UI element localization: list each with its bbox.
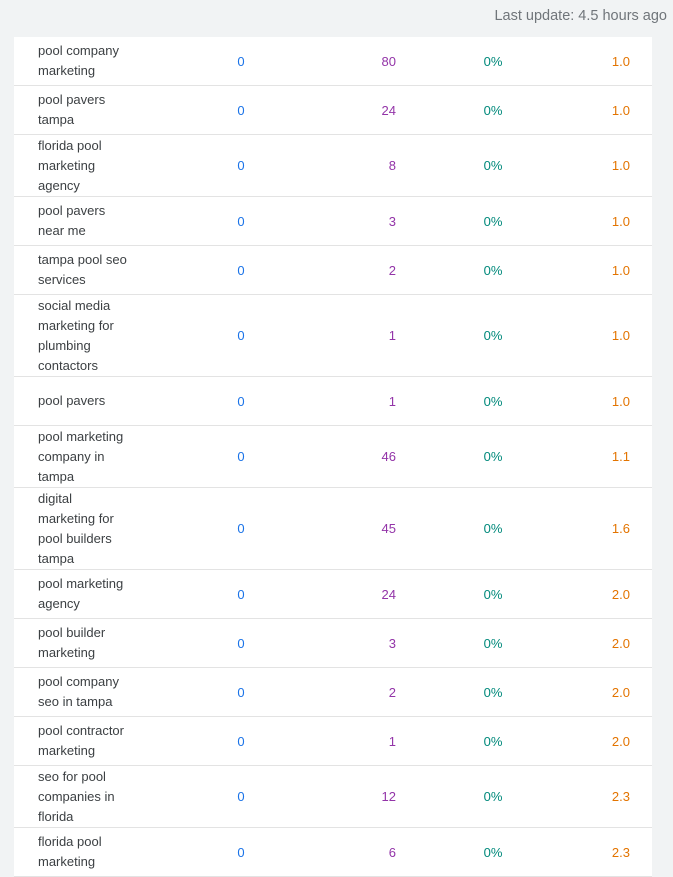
ctr: 0% xyxy=(483,844,503,860)
table-row[interactable]: florida pool marketing 0 6 0% 2.3 xyxy=(14,828,652,877)
clicks: 0 xyxy=(237,844,245,860)
impressions: 2 xyxy=(388,684,396,700)
clicks: 0 xyxy=(237,684,245,700)
table-row[interactable]: digital marketing for pool builders tamp… xyxy=(14,488,652,570)
impressions: 1 xyxy=(388,328,396,343)
keyword: pool company marketing xyxy=(38,43,119,78)
table-row[interactable]: pool pavers near me 0 3 0% 1.0 xyxy=(14,197,652,246)
position: 1.0 xyxy=(611,262,630,278)
ctr: 0% xyxy=(483,393,503,409)
ctr: 0% xyxy=(483,449,503,464)
table-row[interactable]: pool company seo in tampa 0 2 0% 2.0 xyxy=(14,668,652,717)
impressions: 6 xyxy=(388,844,396,860)
clicks: 0 xyxy=(237,262,245,278)
ctr: 0% xyxy=(483,53,503,69)
clicks: 0 xyxy=(237,449,245,464)
ctr: 0% xyxy=(483,733,503,749)
impressions: 80 xyxy=(381,53,396,69)
clicks: 0 xyxy=(237,393,245,409)
ctr: 0% xyxy=(483,635,503,651)
clicks: 0 xyxy=(237,328,245,343)
impressions: 45 xyxy=(381,521,396,536)
position: 1.0 xyxy=(611,102,630,118)
clicks: 0 xyxy=(237,213,245,229)
header: Last update: 4.5 hours ago xyxy=(0,0,673,37)
clicks: 0 xyxy=(237,789,245,804)
keyword: tampa pool seo services xyxy=(38,252,127,287)
position: 1.6 xyxy=(611,521,630,536)
keyword: florida pool marketing xyxy=(38,834,102,869)
impressions: 1 xyxy=(388,733,396,749)
position: 2.0 xyxy=(611,733,630,749)
table-row[interactable]: pool marketing agency 0 24 0% 2.0 xyxy=(14,570,652,619)
impressions: 2 xyxy=(388,262,396,278)
keyword: pool company seo in tampa xyxy=(38,674,119,709)
keyword: digital marketing for pool builders tamp… xyxy=(38,490,114,566)
table-row[interactable]: pool pavers 0 1 0% 1.0 xyxy=(14,377,652,426)
keyword: seo for pool companies in florida xyxy=(38,768,115,824)
keyword: pool marketing company in tampa xyxy=(38,428,124,484)
ctr: 0% xyxy=(483,586,503,602)
clicks: 0 xyxy=(237,158,245,173)
keyword: florida pool marketing agency xyxy=(38,137,102,193)
keyword: pool marketing agency xyxy=(38,576,124,611)
position: 1.0 xyxy=(611,213,630,229)
table-row[interactable]: seo for pool companies in florida 0 12 0% 2.… xyxy=(14,766,652,828)
position: 2.0 xyxy=(611,684,630,700)
position: 1.1 xyxy=(611,449,630,464)
position: 1.0 xyxy=(611,53,630,69)
position: 2.0 xyxy=(611,635,630,651)
position: 1.0 xyxy=(611,158,630,173)
position: 1.0 xyxy=(611,328,630,343)
impressions: 1 xyxy=(388,393,396,409)
impressions: 3 xyxy=(388,635,396,651)
clicks: 0 xyxy=(237,521,245,536)
ctr: 0% xyxy=(483,102,503,118)
keyword: pool pavers near me xyxy=(38,203,106,238)
position: 2.0 xyxy=(611,586,630,602)
table-row[interactable]: pool company marketing 0 80 0% 1.0 xyxy=(14,37,652,86)
position: 2.3 xyxy=(611,844,630,860)
clicks: 0 xyxy=(237,53,245,69)
impressions: 24 xyxy=(381,586,396,602)
keyword: pool pavers tampa xyxy=(38,92,106,127)
ctr: 0% xyxy=(483,328,503,343)
keyword: pool contractor marketing xyxy=(38,723,124,758)
table-row[interactable]: pool pavers tampa 0 24 0% 1.0 xyxy=(14,86,652,135)
ctr: 0% xyxy=(483,262,503,278)
ctr: 0% xyxy=(483,789,503,804)
clicks: 0 xyxy=(237,635,245,651)
table-row[interactable]: social media marketing for plumbing cont… xyxy=(14,295,652,377)
keyword: social media marketing for plumbing cont… xyxy=(38,297,114,373)
table-row[interactable]: pool marketing company in tampa 0 46 0% 1.1 xyxy=(14,426,652,488)
impressions: 46 xyxy=(381,449,396,464)
impressions: 24 xyxy=(381,102,396,118)
ctr: 0% xyxy=(483,158,503,173)
table-row[interactable]: tampa pool seo services 0 2 0% 1.0 xyxy=(14,246,652,295)
table-row[interactable]: pool builder marketing 0 3 0% 2.0 xyxy=(14,619,652,668)
table: pool company marketing 0 80 0% 1.0 pool paver… xyxy=(14,37,652,877)
clicks: 0 xyxy=(237,102,245,118)
impressions: 8 xyxy=(388,158,396,173)
clicks: 0 xyxy=(237,586,245,602)
keyword: pool pavers xyxy=(38,393,106,408)
position: 2.3 xyxy=(611,789,630,804)
table-row[interactable]: florida pool marketing agency 0 8 0% 1.0 xyxy=(14,135,652,197)
keyword: pool builder marketing xyxy=(38,625,106,660)
impressions: 3 xyxy=(388,213,396,229)
position: 1.0 xyxy=(611,393,630,409)
table-row[interactable]: pool contractor marketing 0 1 0% 2.0 xyxy=(14,717,652,766)
impressions: 12 xyxy=(381,789,396,804)
ctr: 0% xyxy=(483,213,503,229)
ctr: 0% xyxy=(483,521,503,536)
ctr: 0% xyxy=(483,684,503,700)
last-update: Last update: 4.5 hours ago xyxy=(494,8,667,24)
clicks: 0 xyxy=(237,733,245,749)
